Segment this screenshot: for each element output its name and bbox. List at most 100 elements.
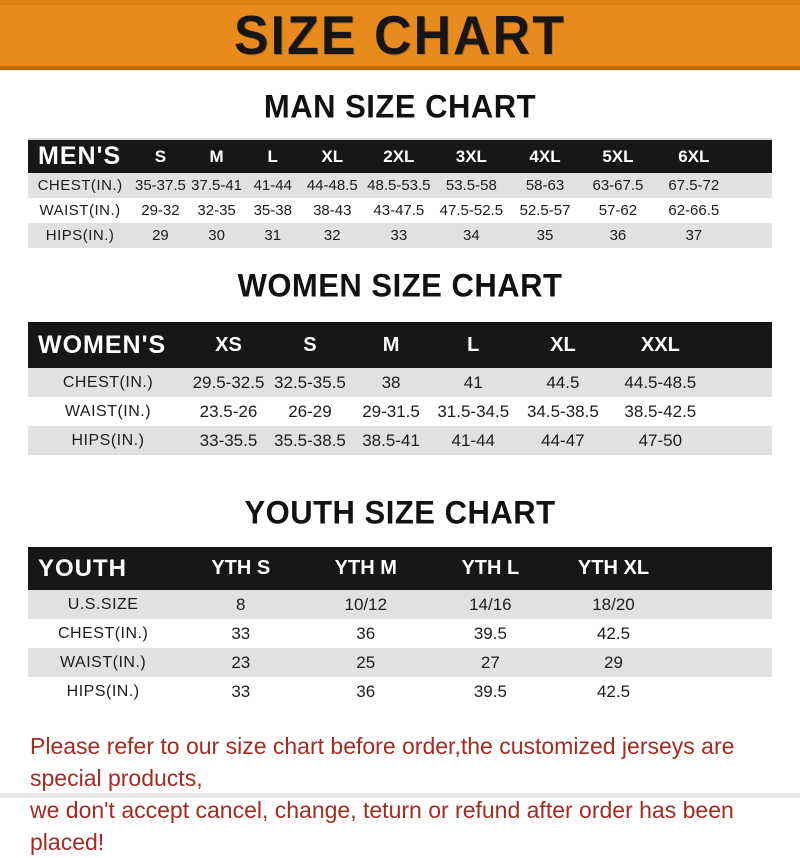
women-size-table: WOMEN'S XS S M L XL XXL CHEST(IN.) 29.5-32.5 32.5…	[28, 322, 772, 455]
size-column-header: XL	[301, 139, 364, 173]
measurement-value: 39.5	[473, 623, 507, 643]
size-column-header: S	[269, 322, 351, 368]
measurement-value: 42.5	[596, 681, 631, 701]
size-column-header: XS	[187, 322, 270, 368]
size-column-header: YTH S	[178, 547, 304, 590]
men-header-row: MEN'S S M L XL 2XL 3XL 4XL 5XL 6XL	[28, 139, 772, 173]
size-column-header: M	[350, 322, 432, 368]
measurement-value: 27	[480, 652, 500, 672]
measurement-label: CHEST(IN.)	[57, 624, 149, 642]
measurement-row: HIPS(IN.) 33 36 39.5 42.5	[28, 677, 772, 706]
measurement-value: 8	[236, 594, 246, 614]
youth-section-heading: YOUTH SIZE CHART	[244, 494, 556, 531]
size-column-header: YTH XL	[552, 547, 675, 590]
measurement-value: 41-44	[253, 177, 292, 194]
banner: SIZE CHART	[0, 0, 800, 70]
youth-header-row: YOUTH YTH S YTH M YTH L YTH XL	[28, 547, 772, 590]
measurement-value: 14/16	[469, 594, 512, 614]
measurement-value: 35-37.5	[134, 177, 186, 194]
measurement-label: HIPS(IN.)	[71, 431, 145, 449]
women-section-heading: WOMEN SIZE CHART	[237, 267, 563, 304]
measurement-label: WAIST(IN.)	[60, 653, 147, 671]
measurement-value: 25	[356, 652, 376, 672]
size-chart-sections: MAN SIZE CHART MEN'S S M L XL 2XL 3XL 4XL 5XL 6XL C…	[0, 88, 800, 706]
row-filler-cell	[675, 677, 773, 706]
measurement-value: 67.5-72	[668, 177, 720, 194]
youth-size-section: YOUTH SIZE CHART YOUTH YTH S YTH M YTH L YTH …	[0, 494, 800, 706]
measurement-value: 48.5-53.5	[367, 177, 431, 194]
measurement-value: 23.5-26	[199, 401, 258, 421]
row-filler-cell	[710, 397, 772, 426]
measurement-row: U.S.SIZE 8 10/12 14/16 18/20	[28, 590, 772, 619]
measurement-value: 29.5-32.5	[192, 372, 265, 392]
row-filler-cell	[733, 173, 772, 198]
measurement-value: 53.5-58	[445, 177, 497, 194]
men-size-section: MAN SIZE CHART MEN'S S M L XL 2XL 3XL 4XL 5XL 6XL C…	[0, 88, 800, 248]
measurement-value: 36	[356, 623, 376, 643]
row-filler-cell	[710, 368, 772, 397]
size-column-header: XXL	[610, 322, 711, 368]
size-column-header: YTH L	[428, 547, 553, 590]
bottom-edge-divider	[0, 793, 800, 798]
measurement-value: 32.5-35.5	[274, 372, 346, 392]
measurement-value: 26-29	[288, 401, 332, 421]
measurement-value: 38.5-41	[362, 430, 420, 450]
measurement-value: 35	[536, 227, 554, 244]
measurement-value: 33	[390, 227, 408, 244]
measurement-value: 32-35	[197, 202, 236, 219]
size-column-header: 3XL	[434, 139, 509, 173]
youth-size-table: YOUTH YTH S YTH M YTH L YTH XL U.S.SIZE 8 10/12…	[28, 547, 772, 706]
measurement-value: 38	[381, 372, 401, 392]
measurement-value: 43-47.5	[373, 202, 425, 219]
measurement-row: WAIST(IN.) 29-32 32-35 35-38 38-43 43-47.5 47.…	[28, 198, 772, 223]
row-filler-cell	[675, 648, 773, 677]
header-filler-cell	[674, 547, 772, 590]
measurement-value: 35-38	[253, 202, 292, 219]
size-column-header: L	[244, 139, 302, 173]
measurement-value: 47.5-52.5	[439, 202, 504, 219]
measurement-value: 36	[356, 681, 376, 701]
measurement-label: CHEST(IN.)	[37, 177, 123, 194]
measurement-value: 33	[231, 623, 251, 643]
measurement-value: 57-62	[598, 202, 638, 219]
men-table-title: MEN'S	[28, 139, 133, 173]
measurement-value: 38.5-42.5	[624, 401, 697, 421]
measurement-value: 29	[604, 652, 623, 672]
size-column-header: 4XL	[508, 139, 582, 173]
measurement-value: 33	[231, 681, 251, 701]
measurement-row: WAIST(IN.) 23.5-26 26-29 29-31.5 31.5-34.5 34…	[28, 397, 772, 426]
measurement-value: 37	[685, 227, 703, 244]
women-header-row: WOMEN'S XS S M L XL XXL	[28, 322, 772, 368]
measurement-value: 35.5-38.5	[274, 430, 346, 450]
size-column-header: XL	[515, 322, 611, 368]
measurement-value: 58-63	[525, 177, 565, 194]
men-section-heading: MAN SIZE CHART	[263, 88, 537, 125]
measurement-value: 34	[463, 227, 480, 244]
measurement-value: 30	[208, 227, 225, 244]
measurement-value: 38-43	[313, 202, 352, 219]
measurement-label: WAIST(IN.)	[39, 202, 121, 219]
row-filler-cell	[675, 619, 773, 648]
size-column-header: YTH M	[303, 547, 429, 590]
measurement-value: 37.5-41	[191, 177, 243, 194]
measurement-value: 34.5-38.5	[526, 401, 599, 421]
men-size-table: MEN'S S M L XL 2XL 3XL 4XL 5XL 6XL CHEST(IN.) 35-37…	[28, 138, 772, 248]
measurement-value: 44.5-48.5	[624, 372, 697, 392]
measurement-value: 36	[609, 227, 627, 244]
women-size-section: WOMEN SIZE CHART WOMEN'S XS S M L XL XXL CHEST(I…	[0, 267, 800, 455]
size-column-header: 5XL	[581, 139, 655, 173]
size-column-header: S	[132, 139, 189, 173]
measurement-label: WAIST(IN.)	[64, 402, 152, 420]
measurement-value: 29-32	[141, 202, 180, 219]
row-filler-cell	[733, 198, 772, 223]
measurement-value: 44-48.5	[306, 177, 358, 194]
header-filler-cell	[733, 139, 772, 173]
measurement-value: 29-31.5	[362, 401, 420, 421]
size-column-header: M	[188, 139, 245, 173]
measurement-label: HIPS(IN.)	[45, 227, 115, 244]
measurement-row: WAIST(IN.) 23 25 27 29	[28, 648, 772, 677]
youth-table-title: YOUTH	[28, 547, 179, 590]
footer-line-1: Please refer to our size chart before or…	[30, 733, 735, 791]
row-filler-cell	[675, 590, 773, 619]
